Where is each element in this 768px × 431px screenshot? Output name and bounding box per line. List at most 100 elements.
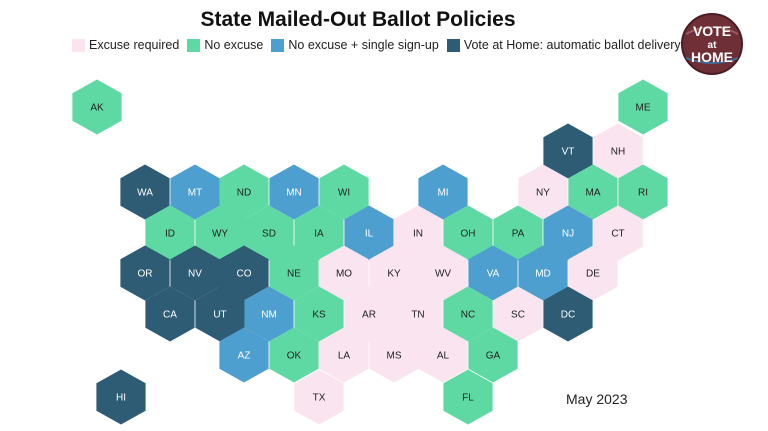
state-hex-ma: MA	[568, 164, 618, 220]
state-label: HI	[116, 393, 126, 404]
state-label: PA	[512, 229, 525, 240]
state-hex-shape	[120, 164, 170, 220]
state-hex-shape	[518, 245, 568, 301]
state-label: OK	[287, 351, 302, 362]
state-hex-ar: AR	[344, 286, 394, 342]
state-hex-or: OR	[120, 245, 170, 301]
state-hex-shape	[195, 205, 245, 261]
state-label: TN	[411, 310, 424, 321]
state-hex-az: AZ	[219, 327, 269, 383]
state-label: LA	[338, 351, 351, 362]
logo-line-1: VOTE	[693, 23, 731, 39]
state-hex-tn: TN	[393, 286, 443, 342]
state-label: MO	[336, 269, 352, 280]
state-hex-shape	[269, 245, 319, 301]
legend-item-no-excuse: No excuse	[187, 38, 263, 52]
state-label: CO	[237, 269, 252, 280]
state-hex-shape	[195, 286, 245, 342]
state-hex-shape	[568, 245, 618, 301]
state-hex-shape	[393, 205, 443, 261]
legend-item-vote-at-home: Vote at Home: automatic ballot delivery	[446, 38, 681, 52]
legend-label-no-excuse: No excuse	[204, 38, 264, 52]
state-hex-id: ID	[145, 205, 195, 261]
state-hex-al: AL	[418, 327, 468, 383]
state-hex-shape	[244, 205, 294, 261]
state-hex-shape	[170, 164, 220, 220]
state-label: MA	[586, 188, 601, 199]
state-label: MI	[437, 188, 448, 199]
state-hex-ri: RI	[618, 164, 668, 220]
vote-at-home-logo: VOTE at HOME	[681, 13, 743, 75]
state-hex-nh: NH	[593, 123, 643, 179]
state-hex-nv: NV	[170, 245, 220, 301]
state-label: AZ	[238, 351, 251, 362]
state-hex-in: IN	[393, 205, 443, 261]
state-hex-md: MD	[518, 245, 568, 301]
legend-swatch-no-excuse	[187, 38, 201, 52]
state-label: NJ	[562, 229, 574, 240]
state-hex-shape	[145, 286, 195, 342]
state-hex-wy: WY	[195, 205, 245, 261]
state-hex-fl: FL	[443, 369, 493, 425]
state-label: VT	[562, 147, 575, 158]
state-hex-shape	[593, 205, 643, 261]
state-hex-shape	[319, 327, 369, 383]
state-hex-shape	[443, 369, 493, 425]
state-label: FL	[462, 393, 474, 404]
legend-label-excuse: Excuse required	[89, 38, 180, 52]
state-hex-de: DE	[568, 245, 618, 301]
state-hex-ne: NE	[269, 245, 319, 301]
state-hex-hi: HI	[96, 369, 146, 425]
state-label: CA	[163, 310, 177, 321]
state-hex-me: ME	[618, 79, 668, 135]
state-hex-shape	[219, 164, 269, 220]
state-hex-ak: AK	[72, 79, 122, 135]
state-hex-la: LA	[319, 327, 369, 383]
state-hex-shape	[493, 205, 543, 261]
state-hex-wa: WA	[120, 164, 170, 220]
state-hex-shape	[568, 164, 618, 220]
state-hex-il: IL	[344, 205, 394, 261]
logo-line-2: at	[708, 40, 718, 51]
state-hex-shape	[418, 164, 468, 220]
state-label: IN	[413, 229, 423, 240]
state-hex-vt: VT	[543, 123, 593, 179]
state-hex-shape	[344, 205, 394, 261]
state-hex-ga: GA	[468, 327, 518, 383]
state-hex-shape	[170, 245, 220, 301]
state-hex-shape	[543, 123, 593, 179]
legend: Excuse required No excuse No excuse + si…	[72, 38, 681, 52]
state-hex-shape	[145, 205, 195, 261]
state-hex-sc: SC	[493, 286, 543, 342]
state-label: DE	[586, 269, 600, 280]
state-hex-shape	[468, 327, 518, 383]
legend-label-vote-at-home: Vote at Home: automatic ballot delivery	[463, 38, 681, 52]
state-hex-shape	[269, 164, 319, 220]
state-label: UT	[213, 310, 226, 321]
state-hex-nj: NJ	[543, 205, 593, 261]
state-hex-mo: MO	[319, 245, 369, 301]
state-label: GA	[486, 351, 501, 362]
state-label: NM	[261, 310, 277, 321]
state-hex-ks: KS	[294, 286, 344, 342]
state-hex-shape	[344, 286, 394, 342]
legend-swatch-vote-at-home	[446, 38, 460, 52]
state-label: NH	[611, 147, 625, 158]
state-label: OH	[461, 229, 476, 240]
state-label: MD	[535, 269, 551, 280]
state-hex-shape	[120, 245, 170, 301]
state-hex-mi: MI	[418, 164, 468, 220]
state-hex-ok: OK	[269, 327, 319, 383]
state-label: NC	[461, 310, 475, 321]
logo-line-3: HOME	[691, 49, 733, 65]
state-label: IA	[314, 229, 324, 240]
state-hex-ms: MS	[369, 327, 419, 383]
state-label: WA	[137, 188, 153, 199]
state-label: WI	[338, 188, 350, 199]
state-hex-sd: SD	[244, 205, 294, 261]
state-hex-wv: WV	[418, 245, 468, 301]
state-hex-nd: ND	[219, 164, 269, 220]
state-hex-shape	[543, 286, 593, 342]
state-hex-mn: MN	[269, 164, 319, 220]
